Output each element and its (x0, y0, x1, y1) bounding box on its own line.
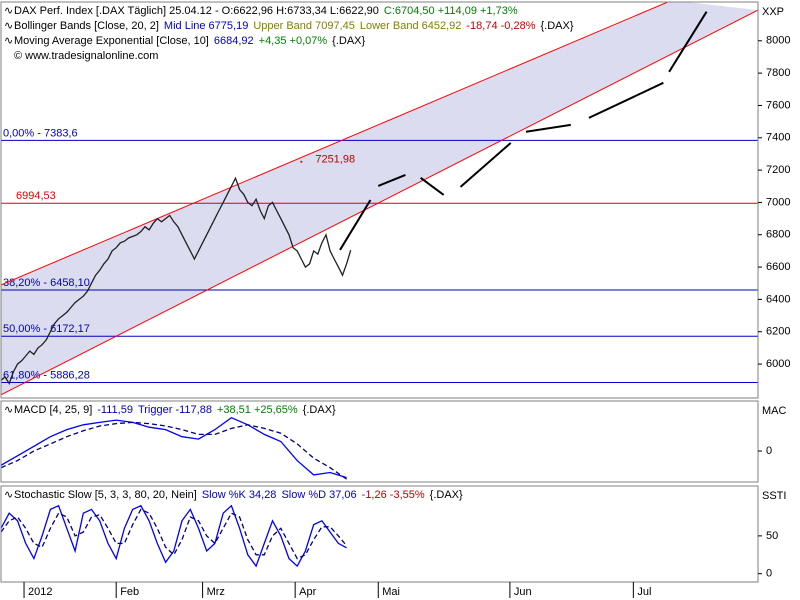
legend-text: -111,59 (97, 404, 133, 416)
legend-line: MACD [4, 25, 9] -111,59 Trigger -117,88 +38… (14, 404, 336, 416)
y-tick-label: 8000 (766, 35, 790, 47)
legend-text: {.DAX} (332, 35, 365, 47)
axis-label: SSTI (762, 490, 786, 502)
y-tick-label: 6400 (766, 293, 790, 305)
legend-text: {.DAX} (430, 489, 463, 501)
x-tick-label: 2012 (28, 586, 52, 598)
legend-text: DAX Perf. Index [.DAX Täglich] 25.04.12 … (14, 5, 379, 17)
series-line (1, 416, 347, 479)
legend-text: Trigger -117,88 (138, 404, 212, 416)
legend-icon: ∿ (4, 20, 13, 32)
y-tick-label: 0 (766, 568, 772, 580)
axis-label: MAC (762, 405, 787, 417)
legend-line: DAX Perf. Index [.DAX Täglich] 25.04.12 … (14, 5, 518, 17)
x-tick-label: Feb (120, 586, 139, 598)
legend-text: 6684,92 (214, 35, 254, 47)
legend-text: Stochastic Slow [5, 3, 3, 80, 20, Nein] (14, 489, 197, 501)
legend-text: -18,74 -0,28% (466, 20, 535, 32)
annotation-point (300, 160, 303, 163)
legend-icon: ∿ (4, 35, 13, 47)
legend-text: Slow %D 37,06 (281, 489, 356, 501)
y-tick-label: 0 (766, 445, 772, 457)
legend-icon: ∿ (4, 5, 13, 17)
panel-frame (0, 1, 759, 399)
y-tick-label: 7800 (766, 67, 790, 79)
y-tick-label: 6000 (766, 358, 790, 370)
y-tick-label: 6200 (766, 326, 790, 338)
x-tick-label: Mrz (207, 586, 225, 598)
legend-text: MACD [4, 25, 9] (14, 404, 92, 416)
projection-segment (588, 81, 664, 119)
level-label: 61,80% - 5886,28 (3, 369, 90, 381)
legend-text: Slow %K 34,28 (202, 489, 277, 501)
panel: 0,00% - 7383,6 6994,53 38,20% - 6458,10 50,… (1, 2, 758, 396)
panel-frame (0, 400, 759, 483)
x-tick-label: Apr (299, 586, 316, 598)
legend-text: -1,26 -3,55% (362, 489, 425, 501)
legend-text: Bollinger Bands [Close, 20, 2] (14, 20, 159, 32)
axis-label: XXP (762, 6, 784, 18)
y-tick-label: 7000 (766, 196, 790, 208)
legend-text: C:6704,50 +114,09 +1,73% (384, 5, 518, 17)
legend-text: +38,51 +25,65% (217, 404, 298, 416)
projection-segment (339, 199, 372, 251)
y-tick-label: 7200 (766, 164, 790, 176)
y-tick-label: 7600 (766, 99, 790, 111)
legend-text: Mid Line 6775,19 (164, 20, 248, 32)
legend-text: Moving Average Exponential [Close, 10] (14, 35, 209, 47)
legend-line: © www.tradesignalonline.com (14, 50, 158, 62)
y-tick-label: 6600 (766, 261, 790, 273)
projection-segment (668, 11, 708, 73)
panel-frame (0, 485, 759, 583)
legend-text: Upper Band 7097,45 (253, 20, 355, 32)
legend-text: Lower Band 6452,92 (360, 20, 462, 32)
level-label: 38,20% - 6458,10 (3, 277, 90, 289)
x-tick-label: Jul (637, 586, 651, 598)
legend-icon: ∿ (4, 404, 13, 416)
y-tick-label: 6800 (766, 229, 790, 241)
x-tick-label: Jun (514, 586, 532, 598)
trend-line (1, 9, 758, 396)
projection-segment (420, 177, 445, 196)
legend-line: Bollinger Bands [Close, 20, 2] Mid Line 6… (14, 20, 574, 32)
y-tick-label: 50 (766, 530, 778, 542)
level-label: 6994,53 (16, 190, 56, 202)
legend-text: +4,35 +0,07% (259, 35, 328, 47)
level-label: 0,00% - 7383,6 (3, 127, 78, 139)
trend-line (1, 2, 670, 286)
series-line (1, 504, 347, 568)
legend-icon: ∿ (4, 489, 13, 501)
projection-segment (377, 174, 406, 187)
x-tick-label: Mai (382, 586, 400, 598)
legend-text: {.DAX} (541, 20, 574, 32)
series-line (1, 508, 348, 560)
projection-segment (525, 123, 571, 133)
level-label: 50,00% - 6172,17 (3, 323, 90, 335)
channel-fill (1, 2, 758, 395)
legend-text: © www.tradesignalonline.com (14, 50, 158, 62)
projection-segment (459, 142, 512, 188)
panel (1, 504, 348, 568)
panel (1, 416, 347, 480)
legend-line: Stochastic Slow [5, 3, 3, 80, 20, Nein] S… (14, 489, 463, 501)
annotation-label: 7251,98 (315, 154, 355, 166)
legend-line: Moving Average Exponential [Close, 10] 66… (14, 35, 366, 47)
legend-text: {.DAX} (303, 404, 336, 416)
y-tick-label: 7400 (766, 132, 790, 144)
series-line (1, 176, 352, 385)
